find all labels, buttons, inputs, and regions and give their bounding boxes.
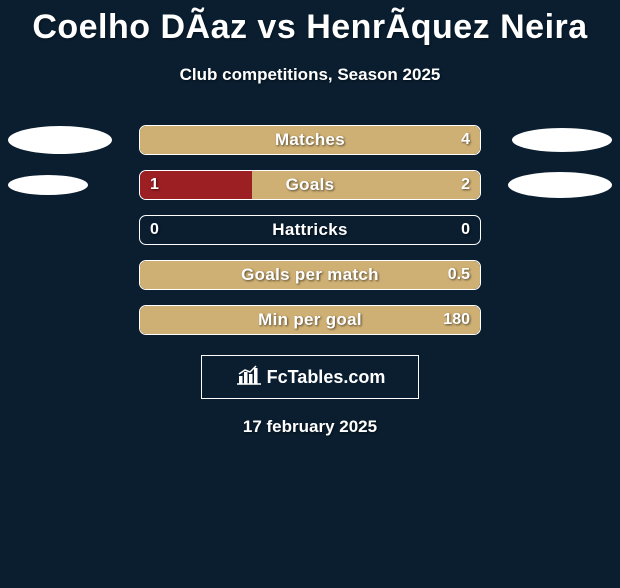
stat-value-left: 0 (150, 216, 159, 244)
stat-value-right: 0 (461, 216, 470, 244)
stat-bar: 12Goals (139, 170, 481, 200)
comparison-subtitle: Club competitions, Season 2025 (0, 65, 620, 85)
stat-bar-fill-right (140, 126, 480, 154)
footer-date: 17 february 2025 (0, 417, 620, 437)
stat-row: 0.5Goals per match (0, 260, 620, 290)
stat-bar-fill-right (140, 306, 480, 334)
stat-row: 12Goals (0, 170, 620, 200)
stat-bar: 4Matches (139, 125, 481, 155)
chart-bars-icon (235, 364, 263, 391)
branding-text: FcTables.com (267, 367, 386, 388)
left-magnitude-ellipse (8, 175, 88, 195)
branding-box[interactable]: FcTables.com (201, 355, 419, 399)
stat-row: 4Matches (0, 125, 620, 155)
stat-bar-fill-left (140, 171, 252, 199)
stat-bar-fill-right (140, 261, 480, 289)
stat-bar-fill-right (252, 171, 480, 199)
stat-row: 0 0Hattricks (0, 215, 620, 245)
stat-bar: 0.5Goals per match (139, 260, 481, 290)
left-magnitude-ellipse (8, 126, 112, 154)
stat-rows: 4Matches 12Goals 0 0Hattricks 0.5Goals per m… (0, 125, 620, 335)
stat-label: Hattricks (140, 216, 480, 244)
stat-row: 180Min per goal (0, 305, 620, 335)
right-magnitude-ellipse (508, 172, 612, 198)
right-magnitude-ellipse (512, 128, 612, 152)
stat-bar: 0 0Hattricks (139, 215, 481, 245)
comparison-title: Coelho DÃ­az vs HenrÃ­quez Neira (0, 8, 620, 47)
stat-bar: 180Min per goal (139, 305, 481, 335)
